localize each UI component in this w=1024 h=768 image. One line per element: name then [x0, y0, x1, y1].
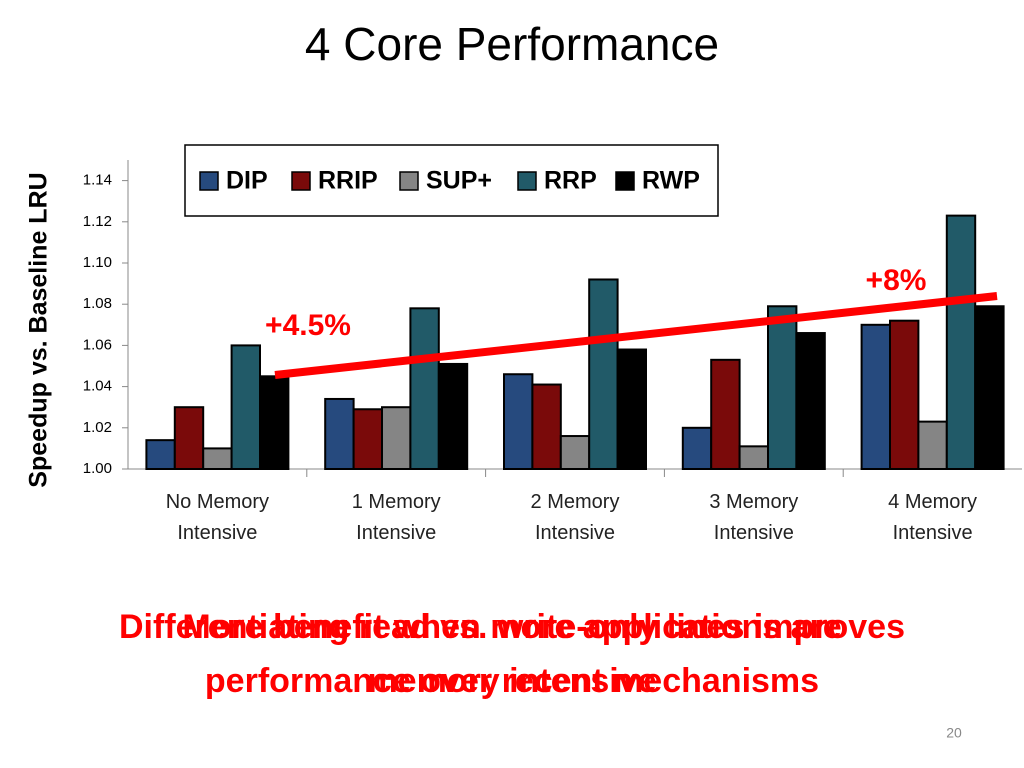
bar	[202, 447, 233, 470]
bar	[145, 439, 176, 471]
bar	[616, 348, 647, 470]
bar	[767, 305, 798, 471]
legend-label: RRP	[544, 167, 597, 195]
bar	[710, 358, 741, 471]
legend-label: SUP+	[426, 167, 492, 195]
bar	[503, 373, 534, 470]
bar	[917, 420, 948, 470]
legend-label: RWP	[642, 167, 700, 195]
legend-swatch	[291, 171, 311, 191]
bar	[559, 435, 591, 471]
y-tick-label: 1.10	[83, 254, 112, 271]
legend-swatch	[615, 171, 635, 191]
y-tick-label: 1.12	[83, 213, 112, 230]
bar	[259, 375, 290, 470]
x-tick-label: No Memory Intensive	[165, 491, 270, 544]
y-tick-label: 1.08	[83, 295, 112, 312]
bar	[230, 344, 262, 470]
y-tick-label: 1.02	[83, 419, 112, 436]
bar	[409, 307, 440, 470]
x-tick-label: 1 Memory Intensive	[351, 491, 441, 544]
legend-swatch	[199, 171, 219, 191]
bars	[145, 214, 1005, 471]
caption: More benefit when more applications are …	[182, 608, 842, 700]
x-tick-label: 3 Memory Intensive	[709, 491, 799, 544]
bar	[324, 397, 355, 470]
y-tick-label: 1.04	[83, 378, 112, 395]
bar	[860, 323, 891, 470]
chart-title: 4 Core Performance	[305, 18, 719, 70]
x-tick-label: 2 Memory Intensive	[530, 491, 620, 544]
bar	[945, 214, 977, 470]
trend-line	[274, 292, 998, 379]
bar	[531, 383, 562, 471]
bar	[352, 408, 384, 471]
bar	[974, 305, 1005, 471]
bar	[173, 406, 205, 471]
caption: Differentiating read vs. write-only line…	[119, 608, 905, 700]
y-tick-label: 1.00	[83, 460, 112, 477]
page-number: 20	[946, 725, 962, 741]
x-tick-label: 4 Memory Intensive	[888, 491, 978, 544]
annotation: +4.5%	[265, 309, 351, 342]
y-axis-label: Speedup vs. Baseline LRU	[25, 172, 53, 487]
y-tick-label: 1.06	[83, 336, 112, 353]
legend-swatch	[517, 171, 537, 191]
legend-swatch	[399, 171, 419, 191]
legend-label: DIP	[226, 167, 268, 195]
annotation: +8%	[866, 264, 927, 297]
bar	[681, 426, 713, 470]
legend-label: RRIP	[318, 167, 378, 195]
bar	[588, 278, 619, 471]
bar	[738, 445, 769, 470]
bar	[437, 362, 469, 470]
bar	[889, 319, 920, 470]
bar	[381, 406, 412, 471]
bar	[795, 332, 826, 471]
y-tick-label: 1.14	[83, 172, 112, 189]
